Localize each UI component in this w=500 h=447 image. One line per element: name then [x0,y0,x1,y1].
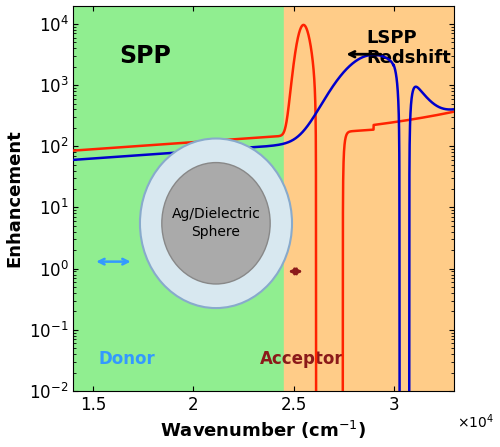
Bar [284,5,454,391]
Text: LSPP
Redshift: LSPP Redshift [366,29,451,67]
Text: Acceptor: Acceptor [260,350,344,368]
X-axis label: Wavenumber (cm$^{-1}$): Wavenumber (cm$^{-1}$) [160,419,366,442]
Ellipse shape [162,163,270,284]
Text: $\times10^4$: $\times10^4$ [458,412,494,431]
Text: Donor: Donor [98,350,155,368]
Y-axis label: Enhancement: Enhancement [6,129,24,267]
Text: Ag/Dielectric
Sphere: Ag/Dielectric Sphere [172,207,260,240]
Bar [74,5,284,391]
Text: SPP: SPP [120,44,172,68]
Ellipse shape [140,139,292,308]
